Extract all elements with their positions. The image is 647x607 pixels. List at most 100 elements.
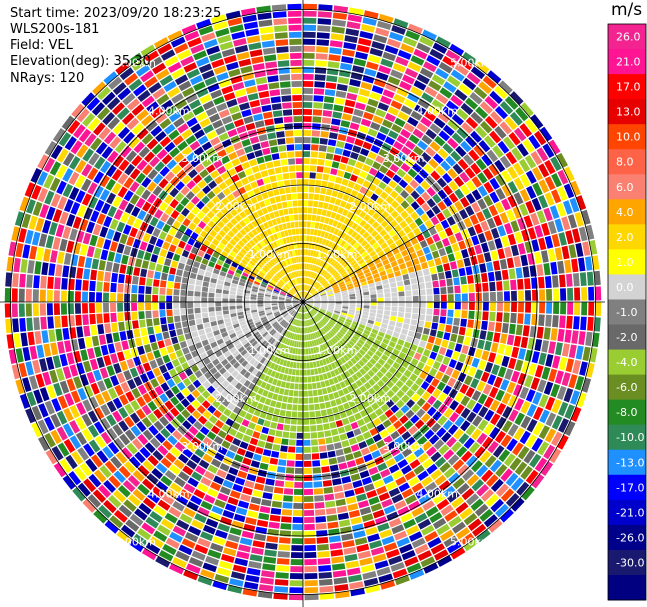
range-gate <box>206 431 217 441</box>
range-gate <box>37 419 49 435</box>
range-gate <box>408 531 423 542</box>
range-gate <box>241 259 248 265</box>
range-gate <box>374 187 383 196</box>
range-gate <box>229 302 236 306</box>
range-gate <box>269 328 275 335</box>
range-gate <box>348 340 355 347</box>
range-gate <box>18 288 25 302</box>
range-gate <box>305 293 310 299</box>
range-gate <box>341 417 350 426</box>
range-gate <box>195 342 203 350</box>
range-gate <box>173 117 185 128</box>
range-gate <box>442 485 456 498</box>
range-gate <box>461 122 474 134</box>
range-gate <box>345 496 357 505</box>
range-gate <box>560 302 567 315</box>
range-gate <box>199 118 211 128</box>
range-gate <box>483 423 495 436</box>
range-gate <box>378 13 394 24</box>
range-gate <box>384 306 391 311</box>
range-gate <box>319 289 325 294</box>
range-gate <box>324 401 332 409</box>
range-gate <box>266 471 276 479</box>
range-gate <box>329 319 336 325</box>
range-gate <box>336 505 348 514</box>
range-gate <box>166 295 173 302</box>
range-gate <box>595 302 602 316</box>
range-gate <box>252 63 265 71</box>
range-gate <box>330 212 337 219</box>
range-gate <box>243 208 252 216</box>
range-gate <box>337 320 344 325</box>
range-gate <box>199 94 212 104</box>
range-gate <box>313 200 319 208</box>
range-gate <box>182 448 193 459</box>
range-gate <box>427 406 437 417</box>
range-gate <box>258 200 266 208</box>
range-gate <box>407 330 415 338</box>
range-gate <box>13 257 21 273</box>
range-gate <box>119 360 129 372</box>
range-gate <box>474 446 486 459</box>
range-gate <box>307 270 310 277</box>
range-gate <box>267 406 275 414</box>
range-gate <box>291 411 298 418</box>
range-gate <box>432 493 446 505</box>
range-gate <box>21 213 31 229</box>
range-gate <box>201 400 211 409</box>
range-gate <box>159 74 174 87</box>
range-gate <box>281 201 288 209</box>
range-gate <box>285 299 292 301</box>
range-gate <box>184 368 194 377</box>
range-gate <box>236 232 244 240</box>
range-gate <box>420 355 428 364</box>
range-gate <box>192 379 202 389</box>
range-gate <box>243 523 256 532</box>
range-gate <box>394 184 404 194</box>
range-gate <box>469 214 479 225</box>
range-gate <box>472 329 480 339</box>
range-gate <box>474 369 484 380</box>
range-gate <box>368 443 378 453</box>
range-gate <box>337 331 344 337</box>
range-gate <box>475 311 482 320</box>
range-gate <box>441 255 449 264</box>
range-gate <box>291 228 296 235</box>
range-gate <box>169 267 177 275</box>
range-gate <box>428 487 442 499</box>
range-gate <box>229 527 242 536</box>
range-gate <box>237 265 245 272</box>
range-gate <box>38 436 50 452</box>
range-gate <box>49 369 59 384</box>
range-gate <box>451 325 459 334</box>
range-gate <box>508 409 519 422</box>
range-gate <box>426 358 435 367</box>
range-gate <box>534 130 547 146</box>
range-gate <box>169 198 179 209</box>
range-gate <box>390 430 400 440</box>
range-gate <box>262 47 276 55</box>
range-gate <box>414 512 428 524</box>
range-gate <box>217 446 228 456</box>
range-gate <box>235 382 243 390</box>
range-gate <box>102 91 116 106</box>
range-gate <box>281 311 288 316</box>
range-gate <box>320 131 329 138</box>
range-gate <box>221 266 228 273</box>
range-gate <box>272 378 278 386</box>
range-gate <box>281 402 287 410</box>
range-gate <box>310 250 314 257</box>
range-gate <box>348 574 363 583</box>
range-gate <box>290 566 303 573</box>
range-gate <box>409 373 418 382</box>
range-gate <box>304 291 307 298</box>
range-gate <box>213 435 224 445</box>
range-gate <box>420 116 432 128</box>
range-gate <box>432 361 441 370</box>
range-gate <box>207 385 216 394</box>
range-gate <box>328 321 335 327</box>
range-gate <box>257 83 269 92</box>
range-gate <box>279 306 285 309</box>
range-gate <box>482 311 489 321</box>
range-gate <box>214 334 222 341</box>
